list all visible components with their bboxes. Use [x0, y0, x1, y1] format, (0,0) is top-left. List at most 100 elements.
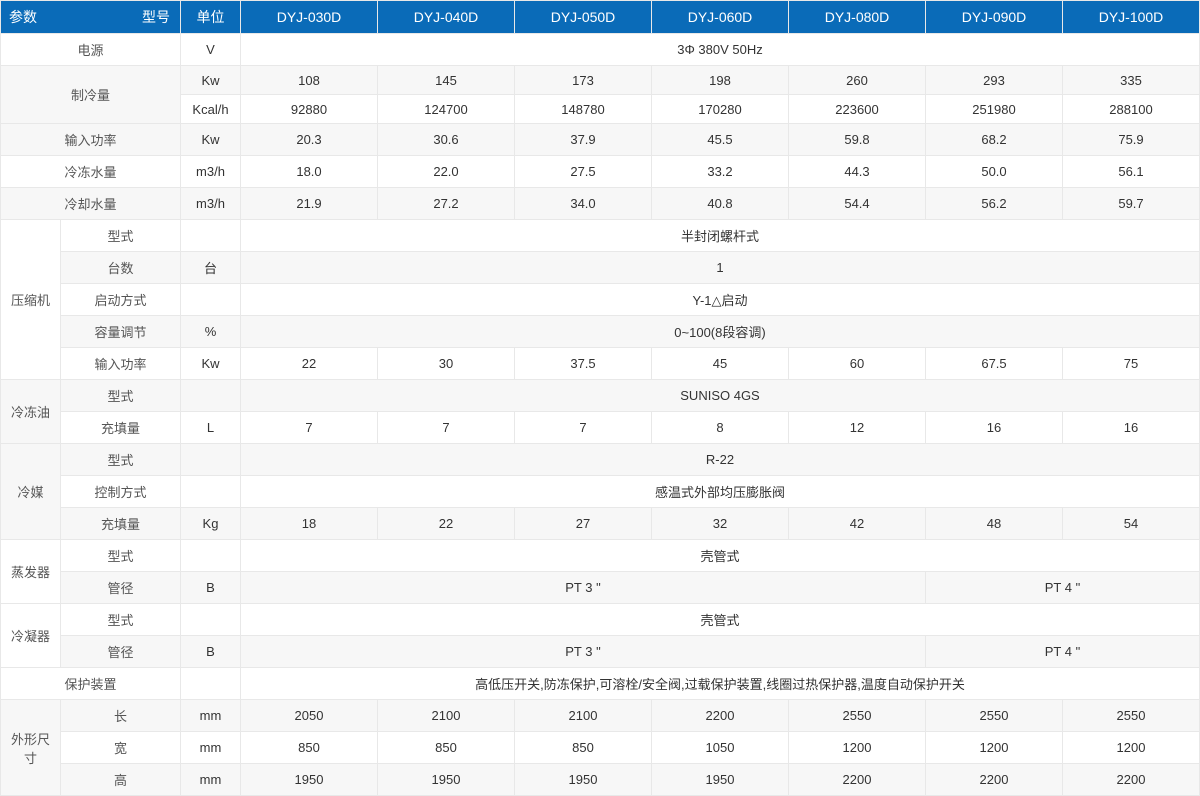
cell-label: 电源 [1, 34, 181, 66]
cell-value: 7 [241, 412, 378, 444]
row-oil-type: 冷冻油型式SUNISO 4GS [1, 380, 1200, 412]
cell-value: 145 [378, 66, 515, 95]
cell-value: 45.5 [652, 124, 789, 156]
cell-value: 1200 [1063, 732, 1200, 764]
row-comp-start: 启动方式Y-1△启动 [1, 284, 1200, 316]
cell-span: SUNISO 4GS [241, 380, 1200, 412]
row-oil-fill: 充填量L7778121616 [1, 412, 1200, 444]
header-m3: DYJ-060D [652, 1, 789, 34]
row-comp-adjust: 容量调节%0~100(8段容调) [1, 316, 1200, 348]
cell-unit: Kg [181, 508, 241, 540]
cell-value: 34.0 [515, 188, 652, 220]
cell-value: 22.0 [378, 156, 515, 188]
cell-label: 型式 [61, 444, 181, 476]
cell-label: 外形尺寸 [1, 700, 61, 796]
cell-unit: V [181, 34, 241, 66]
cell-unit [181, 604, 241, 636]
cell-label: 长 [61, 700, 181, 732]
cell-value: 8 [652, 412, 789, 444]
cell-span: PT 4 " [926, 636, 1200, 668]
cell-label: 容量调节 [61, 316, 181, 348]
cell-value: 260 [789, 66, 926, 95]
cell-value: 2050 [241, 700, 378, 732]
spec-table: 型号 参数 单位 DYJ-030D DYJ-040D DYJ-050D DYJ-… [0, 0, 1200, 796]
cell-value: 27.5 [515, 156, 652, 188]
cell-value: 40.8 [652, 188, 789, 220]
cell-value: 27 [515, 508, 652, 540]
cell-value: 2550 [1063, 700, 1200, 732]
row-evap-dia: 管径BPT 3 "PT 4 " [1, 572, 1200, 604]
row-cond-type: 冷凝器型式壳管式 [1, 604, 1200, 636]
row-comp-type: 压缩机型式半封闭螺杆式 [1, 220, 1200, 252]
cell-unit [181, 444, 241, 476]
cell-span: 3Φ 380V 50Hz [241, 34, 1200, 66]
cell-value: 1050 [652, 732, 789, 764]
cell-unit [181, 668, 241, 700]
cell-unit: mm [181, 732, 241, 764]
cell-value: 2100 [378, 700, 515, 732]
cell-value: 75.9 [1063, 124, 1200, 156]
cell-unit: m3/h [181, 156, 241, 188]
cell-value: 20.3 [241, 124, 378, 156]
cell-value: 50.0 [926, 156, 1063, 188]
cell-value: 22 [378, 508, 515, 540]
cell-value: 1950 [378, 764, 515, 796]
cell-label: 控制方式 [61, 476, 181, 508]
cell-span: PT 3 " [241, 572, 926, 604]
cell-value: 2200 [1063, 764, 1200, 796]
cell-value: 32 [652, 508, 789, 540]
cell-unit: % [181, 316, 241, 348]
cell-value: 59.8 [789, 124, 926, 156]
cell-value: 37.5 [515, 348, 652, 380]
cell-span: 1 [241, 252, 1200, 284]
cell-value: 293 [926, 66, 1063, 95]
cell-value: 173 [515, 66, 652, 95]
cell-unit [181, 380, 241, 412]
cell-label: 冷冻水量 [1, 156, 181, 188]
cell-label: 压缩机 [1, 220, 61, 380]
cell-unit: m3/h [181, 188, 241, 220]
cell-label: 型式 [61, 380, 181, 412]
header-m5: DYJ-090D [926, 1, 1063, 34]
cell-value: 2200 [926, 764, 1063, 796]
cell-value: 148780 [515, 95, 652, 124]
cell-unit: mm [181, 700, 241, 732]
cell-value: 68.2 [926, 124, 1063, 156]
cell-label: 台数 [61, 252, 181, 284]
cell-unit [181, 220, 241, 252]
cell-unit: 台 [181, 252, 241, 284]
cell-value: 22 [241, 348, 378, 380]
cell-unit [181, 284, 241, 316]
row-input-power: 输入功率Kw20.330.637.945.559.868.275.9 [1, 124, 1200, 156]
cell-label: 蒸发器 [1, 540, 61, 604]
cell-value: 33.2 [652, 156, 789, 188]
cell-label: 管径 [61, 636, 181, 668]
cell-span: PT 3 " [241, 636, 926, 668]
header-unit: 单位 [181, 1, 241, 34]
row-cooling-kcal: Kcal/h9288012470014878017028022360025198… [1, 95, 1200, 124]
cell-value: 170280 [652, 95, 789, 124]
header-row: 型号 参数 单位 DYJ-030D DYJ-040D DYJ-050D DYJ-… [1, 1, 1200, 34]
cell-value: 92880 [241, 95, 378, 124]
cell-span: 0~100(8段容调) [241, 316, 1200, 348]
cell-value: 2100 [515, 700, 652, 732]
cell-span: 壳管式 [241, 604, 1200, 636]
row-protect: 保护装置高低压开关,防冻保护,可溶栓/安全阀,过载保护装置,线圈过热保护器,温度… [1, 668, 1200, 700]
cell-value: 1950 [652, 764, 789, 796]
cell-value: 27.2 [378, 188, 515, 220]
cell-label: 启动方式 [61, 284, 181, 316]
cell-label: 冷凝器 [1, 604, 61, 668]
header-m1: DYJ-040D [378, 1, 515, 34]
cell-label: 输入功率 [61, 348, 181, 380]
cell-label: 充填量 [61, 508, 181, 540]
cell-value: 7 [515, 412, 652, 444]
row-evap-type: 蒸发器型式壳管式 [1, 540, 1200, 572]
cell-value: 335 [1063, 66, 1200, 95]
cell-value: 251980 [926, 95, 1063, 124]
cell-value: 198 [652, 66, 789, 95]
cell-value: 12 [789, 412, 926, 444]
header-m4: DYJ-080D [789, 1, 926, 34]
cell-span: 壳管式 [241, 540, 1200, 572]
cell-value: 2200 [789, 764, 926, 796]
cell-value: 21.9 [241, 188, 378, 220]
